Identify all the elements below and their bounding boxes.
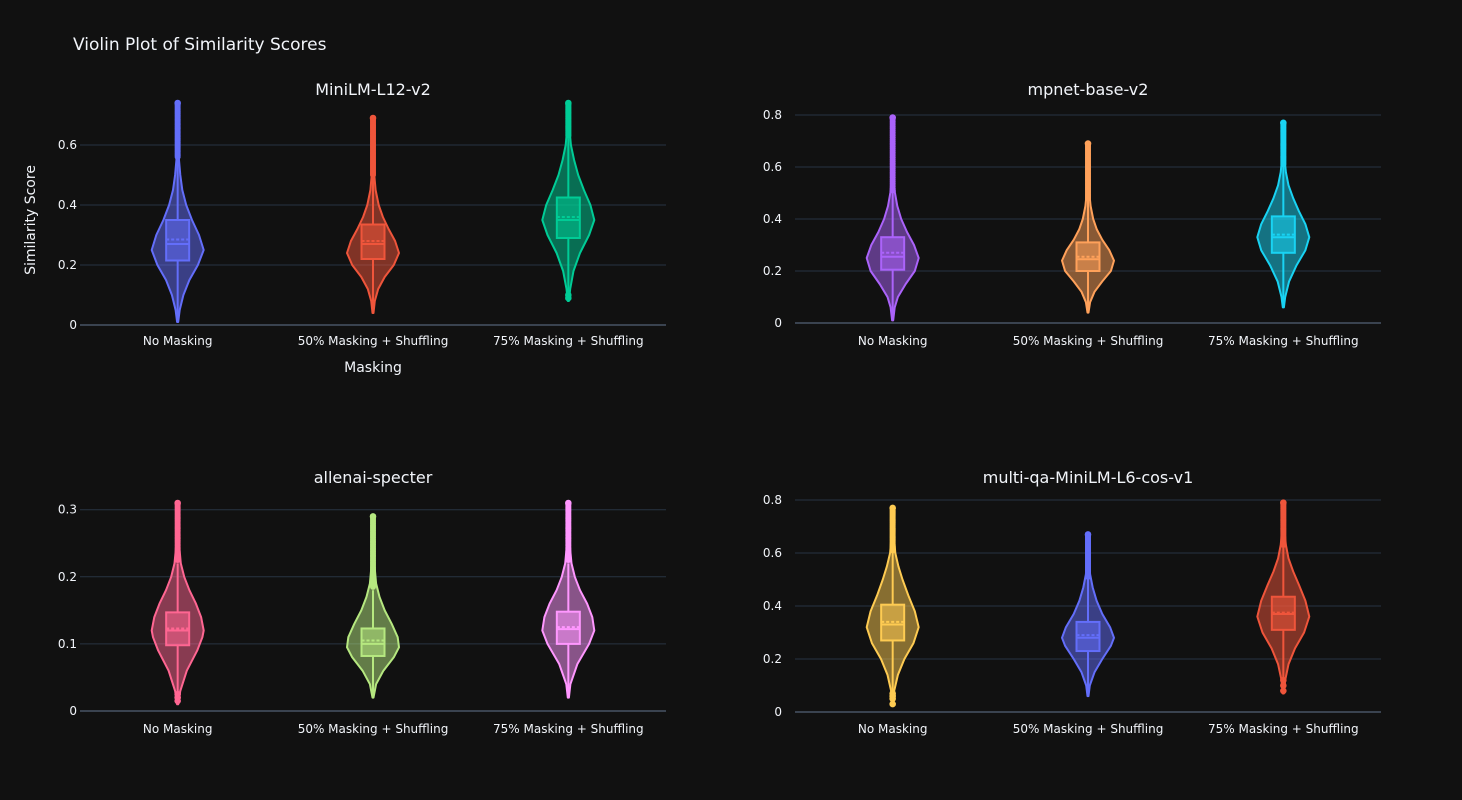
outlier-point [1084,140,1092,147]
y-tick-label: 0 [774,705,782,719]
outlier-point [1280,119,1287,127]
outliers [1084,140,1092,202]
outliers [369,114,377,178]
violin [1256,499,1311,695]
y-tick-label: 0.6 [763,160,782,174]
y-tick-label: 0.4 [763,599,782,613]
outlier-point [565,291,572,299]
x-tick-label: 50% Masking + Shuffling [298,722,449,736]
violin [150,99,205,323]
y-tick-label: 0 [69,318,77,332]
outlier-point [369,513,377,520]
subplot-4: multi-qa-MiniLM-L6-cos-v1 0 0.2 0.4 0.6 0.8 No… [763,468,1381,736]
y-tick-label: 0.2 [763,264,782,278]
violin [346,513,400,699]
outliers [174,99,181,160]
outlier-point [1084,531,1092,538]
violin [150,499,205,706]
x-axis-title: Masking [344,360,402,376]
x-tick-label: No Masking [858,334,928,348]
subplot-title: allenai-specter [314,468,433,487]
violin [865,114,920,322]
x-tick-label: 75% Masking + Shuffling [1208,334,1359,348]
iqr-box [1075,620,1101,653]
outlier-point [889,700,896,708]
outliers [1280,119,1287,168]
y-tick-label: 0.2 [763,652,782,666]
outlier-point [1280,682,1287,689]
x-tick-label: 75% Masking + Shuffling [493,334,644,348]
x-tick-label: No Masking [858,722,928,736]
violin [1256,119,1311,309]
outlier-point [1280,687,1287,695]
outliers [1280,499,1287,695]
violin [346,114,400,314]
y-axis-title: Similarity Score [23,165,39,275]
x-tick-label: No Masking [143,334,213,348]
outlier-point [174,690,181,698]
y-tick-label: 0.2 [58,258,77,272]
outliers [565,499,572,564]
y-tick-label: 0.4 [58,198,77,212]
outlier-point [889,504,896,512]
subplot-1: MiniLM-L12-v2 0 0.2 0.4 0.6 Similarity Score M… [23,80,666,376]
y-tick-label: 0.6 [763,546,782,560]
y-tick-label: 0.8 [763,493,782,507]
outlier-point [1280,676,1287,684]
y-tick-label: 0.1 [58,637,77,651]
outlier-point [889,690,896,697]
subplot-title: mpnet-base-v2 [1028,80,1149,99]
outliers [369,513,377,590]
outlier-point [174,99,181,107]
y-tick-label: 0 [774,316,782,330]
x-tick-label: 75% Masking + Shuffling [493,722,644,736]
y-tick-label: 0.2 [58,570,77,584]
y-tick-label: 0.8 [763,108,782,122]
violin [1061,531,1115,698]
outliers [889,504,896,708]
y-tick-label: 0.3 [58,503,77,517]
outlier-point [565,99,572,107]
figure-title: Violin Plot of Similarity Scores [73,35,327,55]
violin [541,499,596,699]
y-tick-label: 0.6 [58,138,77,152]
x-tick-label: 50% Masking + Shuffling [1013,334,1164,348]
outliers [1084,531,1092,580]
x-tick-label: 50% Masking + Shuffling [1013,722,1164,736]
x-tick-label: 50% Masking + Shuffling [298,334,449,348]
y-tick-label: 0.4 [763,212,782,226]
x-tick-label: No Masking [143,722,213,736]
subplot-title: MiniLM-L12-v2 [315,80,431,99]
violin [1061,140,1115,314]
violin [541,99,596,302]
x-tick-label: 75% Masking + Shuffling [1208,722,1359,736]
subplot-2: mpnet-base-v2 0 0.2 0.4 0.6 0.8 No Masking 50% … [763,80,1381,348]
violin [865,504,920,708]
outlier-point [369,114,377,122]
outliers [565,99,572,302]
outliers [174,499,181,705]
y-tick-label: 0 [69,704,77,718]
outlier-point [1280,499,1287,506]
outlier-point [889,114,896,121]
subplot-3: allenai-specter 0 0.1 0.2 0.3 No Masking 50% M… [58,468,666,736]
outliers [889,114,896,194]
subplots: MiniLM-L12-v2 0 0.2 0.4 0.6 Similarity Score M… [23,80,1381,736]
subplot-title: multi-qa-MiniLM-L6-cos-v1 [983,468,1194,487]
iqr-box [360,627,386,657]
outlier-point [565,499,572,507]
outlier-point [174,499,181,507]
